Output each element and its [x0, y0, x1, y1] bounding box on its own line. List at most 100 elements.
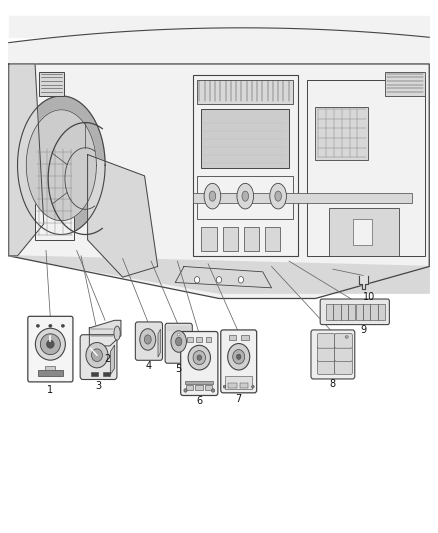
FancyBboxPatch shape [311, 330, 355, 379]
Polygon shape [359, 276, 368, 289]
Bar [371, 304, 378, 320]
FancyBboxPatch shape [80, 335, 117, 379]
Bar [228, 383, 237, 388]
FancyBboxPatch shape [320, 299, 389, 325]
Bar [35, 144, 74, 240]
Bar [91, 373, 98, 376]
FancyBboxPatch shape [318, 334, 335, 348]
Ellipse shape [49, 324, 52, 327]
Text: 1: 1 [47, 385, 53, 395]
Ellipse shape [209, 191, 216, 201]
Bar [326, 304, 333, 320]
Bar [341, 304, 348, 320]
Ellipse shape [233, 350, 245, 364]
FancyBboxPatch shape [335, 360, 352, 374]
FancyBboxPatch shape [180, 332, 218, 395]
Bar [307, 80, 425, 256]
Bar [353, 219, 372, 245]
Ellipse shape [36, 324, 39, 327]
Polygon shape [9, 64, 44, 256]
Ellipse shape [193, 351, 205, 365]
Bar [197, 80, 293, 104]
Bar [356, 304, 363, 320]
Ellipse shape [184, 389, 187, 392]
Text: 9: 9 [360, 325, 367, 335]
Polygon shape [9, 64, 429, 298]
Bar [241, 335, 249, 340]
Bar [229, 335, 236, 340]
Text: 6: 6 [196, 396, 202, 406]
Bar [240, 383, 248, 388]
Bar [103, 373, 110, 376]
Bar [385, 72, 425, 96]
Ellipse shape [252, 385, 254, 388]
Bar [328, 208, 399, 256]
Bar [46, 366, 55, 370]
Ellipse shape [86, 343, 108, 368]
Ellipse shape [270, 183, 286, 209]
Bar [205, 385, 212, 391]
Bar [196, 337, 202, 342]
Ellipse shape [171, 331, 187, 352]
Bar [193, 193, 412, 203]
FancyBboxPatch shape [335, 334, 352, 348]
Polygon shape [26, 110, 96, 221]
Ellipse shape [216, 277, 222, 283]
Ellipse shape [228, 344, 250, 370]
Polygon shape [88, 155, 158, 277]
Ellipse shape [40, 334, 60, 354]
Polygon shape [167, 326, 190, 330]
Bar [187, 337, 193, 342]
Polygon shape [18, 96, 105, 235]
FancyBboxPatch shape [28, 317, 73, 382]
Bar [197, 176, 293, 219]
FancyBboxPatch shape [335, 347, 352, 361]
Text: 2: 2 [104, 354, 110, 364]
Ellipse shape [114, 326, 120, 340]
FancyBboxPatch shape [318, 347, 335, 361]
Ellipse shape [197, 355, 201, 360]
Bar [333, 304, 340, 320]
Text: 7: 7 [236, 394, 242, 405]
Bar [201, 227, 217, 251]
Bar [363, 304, 370, 320]
Bar [186, 381, 213, 384]
Text: 8: 8 [330, 379, 336, 390]
Bar [201, 109, 289, 168]
Text: 5: 5 [176, 364, 182, 374]
Ellipse shape [92, 349, 102, 361]
Bar [38, 370, 63, 376]
FancyBboxPatch shape [221, 330, 257, 393]
Ellipse shape [223, 385, 226, 388]
Bar [39, 72, 64, 96]
FancyBboxPatch shape [318, 360, 335, 374]
Ellipse shape [188, 345, 211, 370]
Ellipse shape [212, 389, 215, 392]
Polygon shape [9, 28, 429, 64]
Bar [195, 385, 203, 391]
Ellipse shape [176, 337, 182, 346]
Ellipse shape [177, 333, 180, 336]
Text: 3: 3 [95, 381, 102, 391]
Bar [226, 376, 252, 389]
Bar [348, 304, 355, 320]
Bar [186, 385, 194, 391]
Bar [223, 227, 238, 251]
FancyBboxPatch shape [135, 322, 162, 360]
FancyBboxPatch shape [165, 323, 192, 364]
Ellipse shape [275, 191, 281, 201]
Bar [193, 75, 298, 256]
Ellipse shape [238, 277, 244, 283]
Ellipse shape [237, 183, 254, 209]
Bar [244, 227, 259, 251]
Polygon shape [110, 345, 114, 374]
Ellipse shape [345, 336, 348, 338]
Polygon shape [175, 266, 272, 288]
Ellipse shape [35, 328, 65, 360]
Ellipse shape [61, 324, 64, 327]
Ellipse shape [140, 329, 156, 350]
Bar [315, 107, 368, 160]
Ellipse shape [242, 191, 249, 201]
Ellipse shape [237, 354, 241, 359]
Polygon shape [9, 256, 429, 293]
